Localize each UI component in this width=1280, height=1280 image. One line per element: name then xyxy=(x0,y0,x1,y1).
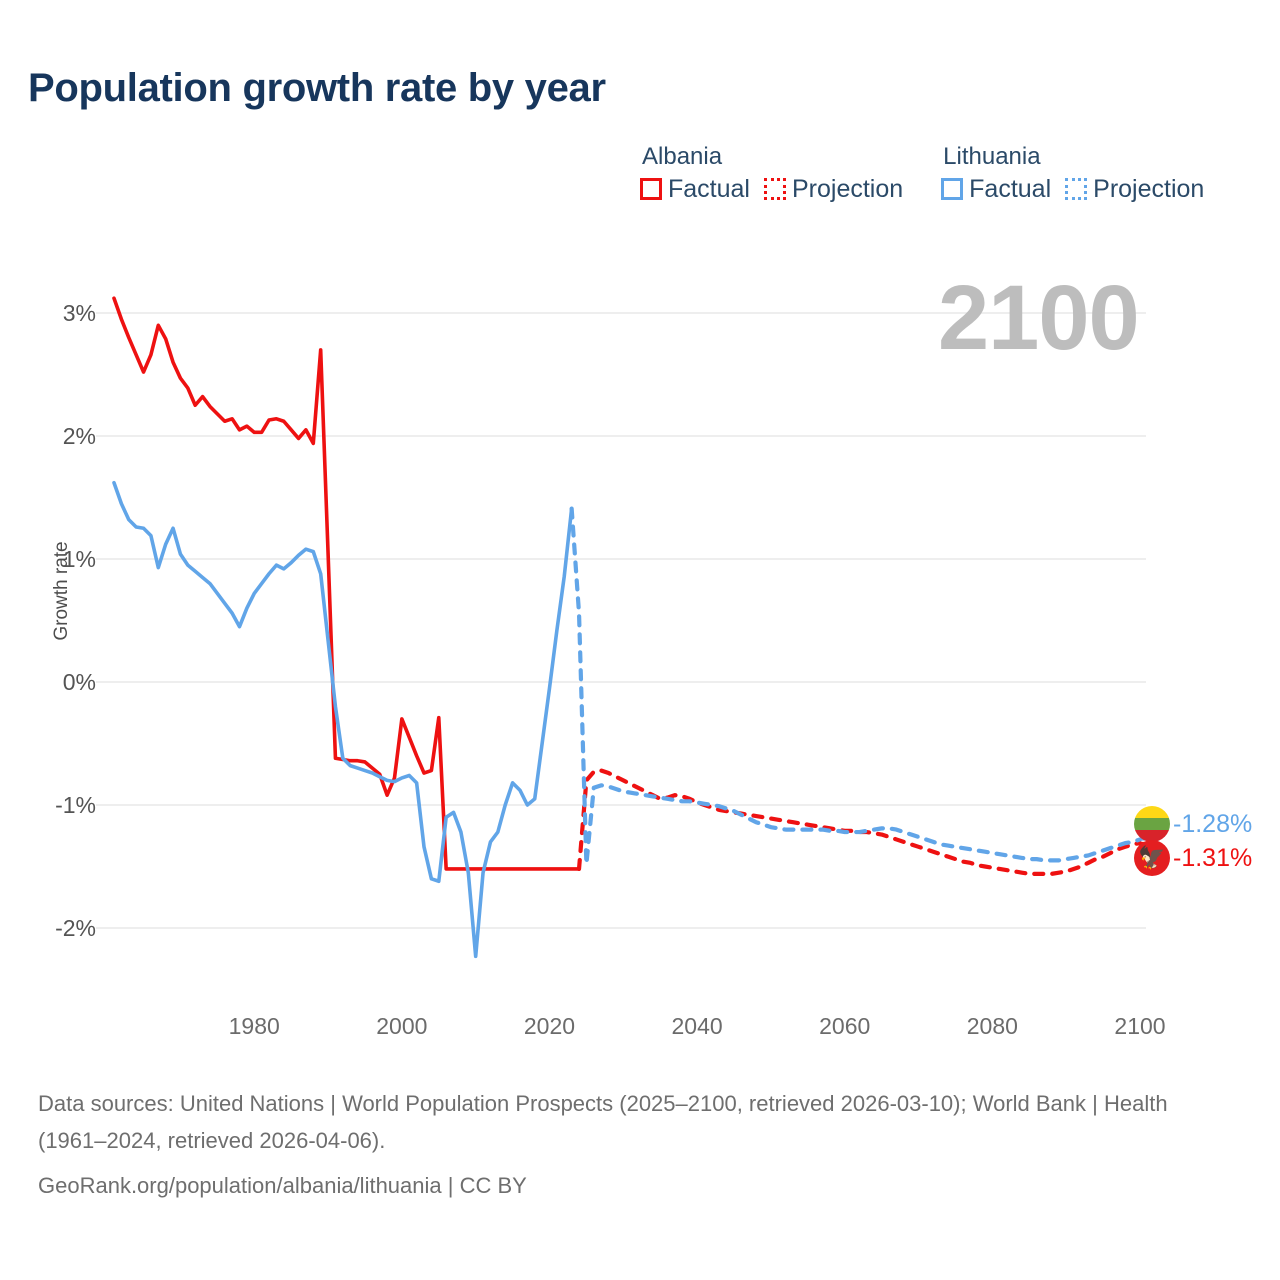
legend-label-albania-projection: Projection xyxy=(791,175,904,203)
y-tick-label: 1% xyxy=(62,546,96,572)
end-label-albania[interactable]: 🦅 -1.31% xyxy=(1134,840,1252,876)
legend-items-albania: Factual Projection xyxy=(640,175,903,203)
y-axis-label: Growth rate xyxy=(51,541,72,641)
albania-flag-icon: 🦅 xyxy=(1134,840,1170,876)
legend-item-albania-factual[interactable]: Factual xyxy=(640,175,750,203)
y-tick-label: 0% xyxy=(62,669,96,695)
legend-item-lithuania-factual[interactable]: Factual xyxy=(941,175,1051,203)
legend-label-lithuania-factual: Factual xyxy=(969,175,1052,203)
end-value-albania: -1.31% xyxy=(1173,843,1253,872)
legend-swatch-dotted-red-icon xyxy=(763,178,786,200)
legend-country-lithuania: Lithuania xyxy=(943,143,1041,170)
lithuania-flag-icon xyxy=(1134,806,1170,842)
legend-swatch-solid-red-icon xyxy=(640,178,662,200)
footer: Data sources: United Nations | World Pop… xyxy=(38,1085,1238,1204)
x-tick-label: 2040 xyxy=(671,1013,723,1039)
y-tick-label: 3% xyxy=(62,300,96,326)
plot-svg xyxy=(96,296,1160,959)
y-tick-label: -2% xyxy=(55,915,96,941)
x-tick-label: 2100 xyxy=(1114,1013,1166,1039)
legend-group-albania: Albania Factual Projection xyxy=(640,143,903,203)
y-tick-label: 2% xyxy=(62,423,96,449)
x-tick-label: 2020 xyxy=(523,1013,576,1039)
legend-item-lithuania-projection[interactable]: Projection xyxy=(1065,175,1204,203)
x-tick-label: 1980 xyxy=(228,1013,280,1039)
end-label-lithuania[interactable]: -1.28% xyxy=(1134,806,1252,842)
footer-sources: Data sources: United Nations | World Pop… xyxy=(38,1091,1168,1153)
line-chart: 2100 Growth rate 3% 2% 1% 0% -1% -2% 1980 2000… xyxy=(51,267,1252,1039)
x-tick-label: 2080 xyxy=(966,1013,1018,1039)
legend-item-albania-projection[interactable]: Projection xyxy=(763,175,904,203)
x-tick-label: 2000 xyxy=(376,1013,428,1039)
series-lithuania-projection xyxy=(569,506,1143,867)
page-title: Population growth rate by year xyxy=(28,66,606,110)
footer-attribution: GeoRank.org/population/albania/lithuania… xyxy=(38,1173,527,1198)
legend-swatch-solid-blue-icon xyxy=(941,178,964,200)
legend-swatch-dotted-blue-icon xyxy=(1065,178,1088,200)
legend-items-lithuania: Factual Projection xyxy=(941,175,1204,203)
chart-legend: Albania Factual Projection Lithuania Fac… xyxy=(640,143,1204,203)
y-tick-label: -1% xyxy=(55,792,96,818)
series-lithuania-factual xyxy=(112,480,574,959)
legend-label-albania-factual: Factual xyxy=(668,175,750,203)
legend-country-albania: Albania xyxy=(642,143,723,170)
year-watermark: 2100 xyxy=(938,267,1140,369)
series-albania-factual xyxy=(112,296,581,871)
end-value-lithuania: -1.28% xyxy=(1173,809,1253,838)
legend-label-lithuania-projection: Projection xyxy=(1093,175,1205,203)
x-tick-label: 2060 xyxy=(819,1013,871,1039)
legend-group-lithuania: Lithuania Factual Projection xyxy=(941,143,1204,203)
